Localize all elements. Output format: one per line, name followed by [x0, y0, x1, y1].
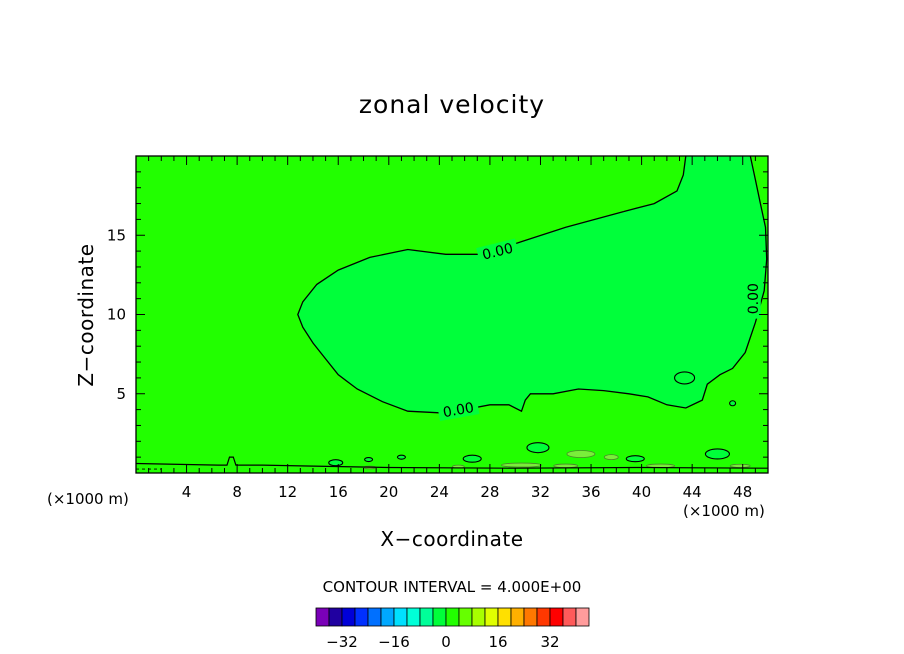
colorbar-swatch — [341, 607, 356, 627]
colorbar-tick-label: −16 — [378, 633, 410, 651]
x-tick-label: 16 — [329, 483, 348, 501]
colorbar-swatch — [354, 607, 369, 627]
extra-contours — [135, 155, 769, 470]
contour-label-text: 0.00 — [442, 400, 475, 421]
chart-title: zonal velocity — [359, 90, 545, 119]
colorbar-swatch — [406, 607, 421, 627]
colorbar-swatch — [471, 607, 486, 627]
plot-area: 0.00 0.00 0.00 — [135, 155, 769, 474]
y-tick-label: 5 — [116, 385, 126, 403]
contour-label: 0.00 — [437, 398, 480, 421]
colorbar-swatch — [497, 607, 512, 627]
colorbar-swatch — [367, 607, 382, 627]
x-tick-label: 48 — [733, 483, 752, 501]
positive-patch — [501, 462, 542, 468]
colorbar-swatch — [393, 607, 408, 627]
positive-patch — [566, 450, 596, 458]
colorbar — [315, 607, 590, 627]
colorbar-swatch — [575, 607, 590, 627]
colorbar-swatch — [432, 607, 447, 627]
colorbar-swatch — [315, 607, 330, 627]
x-tick-label: 8 — [232, 483, 242, 501]
colorbar-swatch — [484, 607, 499, 627]
colorbar-swatch — [549, 607, 564, 627]
colorbar-tick-label: 0 — [441, 633, 451, 651]
eddy-contour — [328, 459, 344, 467]
positive-patch — [603, 454, 619, 461]
zero-contour-line — [297, 203, 768, 414]
colorbar-swatch — [380, 607, 395, 627]
contour-label: 0.00 — [744, 278, 762, 319]
contour-labels: 0.00 0.00 0.00 — [437, 238, 762, 421]
eddy-contour — [526, 442, 550, 454]
x-tick-label: 44 — [683, 483, 702, 501]
y-tick-label: 10 — [107, 306, 126, 324]
x-tick-label: 32 — [531, 483, 550, 501]
eddy-contour — [729, 400, 737, 407]
colorbar-tick-label: −32 — [326, 633, 358, 651]
zero-contour-top — [623, 155, 687, 213]
colorbar-tick-labels: −32 −16 0 16 32 — [326, 633, 559, 651]
contour-interval-label: CONTOUR INTERVAL = 4.000E+00 — [323, 578, 582, 596]
y-tick-label: 15 — [107, 226, 126, 244]
negative-velocity-region — [297, 156, 767, 413]
x-tick-label: 4 — [182, 483, 192, 501]
colorbar-swatch — [419, 607, 434, 627]
colorbar-swatch — [458, 607, 473, 627]
eddy-contour — [396, 454, 406, 460]
y-unit-label: (×1000 m) — [47, 490, 129, 508]
x-axis-label: X−coordinate — [380, 527, 523, 551]
x-tick-label: 36 — [581, 483, 600, 501]
x-unit-label: (×1000 m) — [683, 502, 765, 520]
colorbar-tick-label: 16 — [488, 633, 507, 651]
y-tick-labels: 5 10 15 — [107, 226, 126, 403]
colorbar-tick-label: 32 — [540, 633, 559, 651]
eddy-contour — [674, 371, 696, 385]
contour-label: 0.00 — [476, 238, 519, 264]
zero-contour-right — [749, 155, 762, 204]
colorbar-swatch — [510, 607, 525, 627]
contour-label-text: 0.00 — [746, 283, 762, 314]
eddy-contour — [704, 448, 730, 460]
y-axis-label: Z−coordinate — [74, 243, 98, 386]
eddy-contour — [625, 455, 645, 463]
x-tick-label: 24 — [430, 483, 449, 501]
contour-label-text: 0.00 — [481, 241, 515, 264]
positive-patch — [729, 463, 751, 468]
colorbar-swatch — [523, 607, 538, 627]
positive-patch — [553, 463, 579, 469]
x-tick-labels: 4 8 12 16 20 24 28 32 36 40 44 48 — [182, 483, 752, 501]
x-tick-label: 20 — [379, 483, 398, 501]
axis-ticks — [136, 156, 768, 473]
eddy-contour — [462, 454, 482, 463]
x-tick-label: 28 — [480, 483, 499, 501]
colorbar-swatch — [445, 607, 460, 627]
x-tick-label: 40 — [632, 483, 651, 501]
colorbar-swatch — [536, 607, 551, 627]
colorbar-swatch — [328, 607, 343, 627]
colorbar-swatch — [562, 607, 577, 627]
eddy-contour — [364, 456, 374, 463]
surface-contour — [135, 456, 769, 469]
x-tick-label: 12 — [278, 483, 297, 501]
